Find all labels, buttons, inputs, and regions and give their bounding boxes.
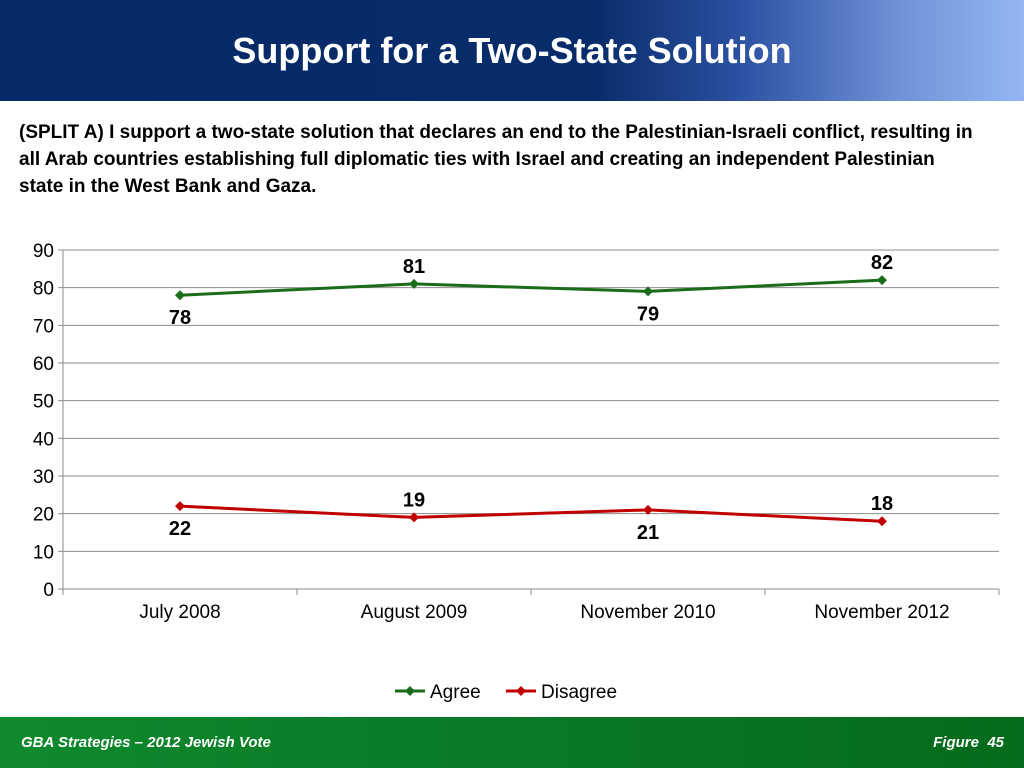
data-label: 19: [403, 489, 425, 511]
y-tick-label: 30: [33, 467, 54, 488]
slide-footer: GBA Strategies – 2012 Jewish Vote Figure…: [0, 717, 1024, 768]
slide-header: Support for a Two-State Solution: [0, 0, 1024, 101]
y-tick-label: 20: [33, 505, 54, 526]
series-line-disagree: [179, 504, 883, 523]
slide-title: Support for a Two-State Solution: [232, 30, 792, 71]
footer-source: GBA Strategies – 2012 Jewish Vote: [21, 734, 271, 751]
data-point-agree: [643, 286, 653, 297]
y-tick-label: 70: [33, 316, 54, 337]
data-point-disagree: [409, 512, 419, 523]
data-label: 22: [169, 518, 191, 540]
footer-figure: Figure 45: [933, 734, 1004, 751]
data-point-agree: [175, 290, 185, 301]
y-tick-label: 0: [43, 580, 54, 601]
legend-marker: [516, 686, 526, 696]
data-point-disagree: [643, 504, 653, 515]
y-tick-label: 90: [33, 241, 54, 262]
data-label: 79: [637, 303, 659, 325]
y-tick-label: 50: [33, 392, 54, 413]
data-point-disagree: [877, 516, 887, 527]
legend-label: Agree: [430, 682, 481, 703]
data-label: 18: [871, 493, 893, 515]
figure-label: Figure: [933, 734, 979, 751]
x-tick-label: November 2012: [814, 602, 949, 623]
x-tick-label: November 2010: [580, 602, 715, 623]
data-label: 82: [871, 252, 893, 274]
y-tick-label: 80: [33, 279, 54, 300]
legend-label: Disagree: [541, 682, 617, 703]
y-tick-label: 40: [33, 429, 54, 450]
legend-marker: [405, 686, 415, 696]
data-point-agree: [409, 278, 419, 289]
data-label: 21: [637, 522, 659, 544]
x-tick-label: August 2009: [361, 602, 468, 623]
data-label: 81: [403, 256, 425, 278]
figure-number: 45: [987, 734, 1004, 751]
data-label: 78: [169, 307, 191, 329]
y-tick-label: 60: [33, 354, 54, 375]
series-line-agree: [179, 278, 883, 297]
y-tick-label: 10: [33, 542, 54, 563]
line-chart: 0 10 20 30 40 50 60 70 80 90 July 2008 August 2009 N…: [33, 241, 1000, 703]
survey-question: (SPLIT A) I support a two-state solution…: [19, 122, 973, 197]
x-tick-label: July 2008: [139, 602, 220, 623]
data-point-agree: [877, 275, 887, 286]
data-point-disagree: [175, 501, 185, 512]
